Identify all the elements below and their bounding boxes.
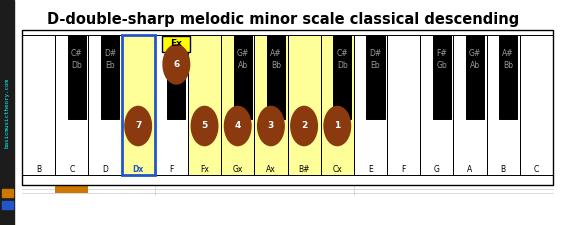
Bar xyxy=(255,35,287,175)
Text: D#: D# xyxy=(369,49,382,58)
Bar xyxy=(287,35,321,175)
Text: A#: A# xyxy=(270,49,282,58)
Bar xyxy=(520,35,553,175)
Bar xyxy=(333,35,352,119)
Text: Bb: Bb xyxy=(271,61,281,70)
Bar xyxy=(55,186,88,193)
Text: Ex: Ex xyxy=(171,40,182,49)
Ellipse shape xyxy=(225,106,251,146)
Text: Bb: Bb xyxy=(503,61,513,70)
Text: Gb: Gb xyxy=(437,61,447,70)
Text: C: C xyxy=(534,166,539,175)
Text: 7: 7 xyxy=(135,122,141,130)
Bar xyxy=(454,35,486,175)
Text: basicmusictheory.com: basicmusictheory.com xyxy=(5,77,10,148)
Ellipse shape xyxy=(291,106,318,146)
Text: 6: 6 xyxy=(173,60,179,69)
Bar xyxy=(433,35,451,119)
Bar xyxy=(121,35,155,175)
Text: Ax: Ax xyxy=(266,166,276,175)
Text: C#: C# xyxy=(336,49,348,58)
Text: F: F xyxy=(169,166,174,175)
Text: G#: G# xyxy=(469,49,481,58)
Text: B#: B# xyxy=(298,166,310,175)
Bar xyxy=(486,35,520,175)
Text: D#: D# xyxy=(104,49,116,58)
Text: Eb: Eb xyxy=(105,61,115,70)
Text: G: G xyxy=(434,166,440,175)
Bar xyxy=(67,35,86,119)
Bar xyxy=(354,35,387,175)
Text: F: F xyxy=(401,166,406,175)
Bar xyxy=(0,0,14,225)
Ellipse shape xyxy=(324,106,350,146)
Text: 5: 5 xyxy=(201,122,208,130)
Text: Db: Db xyxy=(71,61,82,70)
Text: Ab: Ab xyxy=(238,61,248,70)
Bar xyxy=(420,35,454,175)
Ellipse shape xyxy=(191,106,218,146)
Text: Fx: Fx xyxy=(200,166,209,175)
Text: C: C xyxy=(69,166,74,175)
Text: A: A xyxy=(467,166,473,175)
Text: D: D xyxy=(102,166,108,175)
Text: B: B xyxy=(501,166,506,175)
Bar xyxy=(466,35,484,119)
Bar xyxy=(2,201,12,209)
Text: 2: 2 xyxy=(301,122,307,130)
Bar xyxy=(366,35,384,119)
Text: Dx: Dx xyxy=(133,166,144,175)
Text: F#: F# xyxy=(437,49,447,58)
Text: Ab: Ab xyxy=(470,61,480,70)
Bar xyxy=(121,35,155,175)
Text: G#: G# xyxy=(236,49,249,58)
Text: B: B xyxy=(36,166,41,175)
Text: A#: A# xyxy=(502,49,514,58)
Bar xyxy=(101,35,119,119)
Bar xyxy=(321,35,354,175)
Bar xyxy=(234,35,252,119)
Text: E: E xyxy=(368,166,373,175)
Bar xyxy=(22,30,553,185)
Bar xyxy=(22,35,55,175)
Bar xyxy=(2,189,12,197)
FancyBboxPatch shape xyxy=(162,36,191,52)
Bar xyxy=(167,35,185,119)
Bar xyxy=(499,35,517,119)
Bar xyxy=(88,35,121,175)
Bar xyxy=(55,35,88,175)
Bar xyxy=(221,35,255,175)
Bar xyxy=(155,35,188,175)
Bar xyxy=(266,35,285,119)
Text: C#: C# xyxy=(71,49,83,58)
Text: Eb: Eb xyxy=(371,61,380,70)
Text: Db: Db xyxy=(337,61,348,70)
Text: 1: 1 xyxy=(334,122,340,130)
Ellipse shape xyxy=(125,106,151,146)
Text: 3: 3 xyxy=(268,122,274,130)
Bar xyxy=(188,35,221,175)
Bar xyxy=(387,35,420,175)
Text: D-double-sharp melodic minor scale classical descending: D-double-sharp melodic minor scale class… xyxy=(48,12,519,27)
Text: Cx: Cx xyxy=(332,166,342,175)
Ellipse shape xyxy=(163,45,189,84)
Text: 4: 4 xyxy=(235,122,241,130)
Text: Gx: Gx xyxy=(232,166,243,175)
Ellipse shape xyxy=(257,106,284,146)
